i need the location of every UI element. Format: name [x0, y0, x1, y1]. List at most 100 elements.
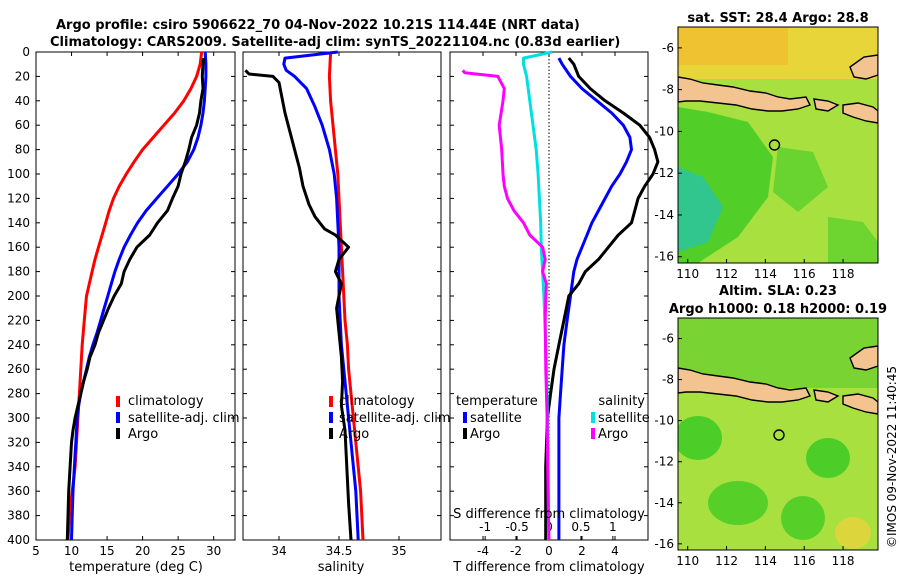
- legend-title-salinity: salinity: [598, 394, 645, 409]
- depth-tick-label: 140: [7, 216, 30, 230]
- s-diff-tick-label: -0.5: [505, 520, 528, 534]
- sst-warmest-patch: [678, 27, 788, 65]
- salinity-axes-box: [242, 51, 442, 541]
- ssh-lon-ticks: 110 112 114 116 118: [676, 546, 855, 568]
- ssh-map-title1: Altim. SLA: 0.23: [719, 284, 837, 299]
- x-tick-label: 15: [99, 544, 114, 558]
- x-tick-label: 30: [206, 544, 221, 558]
- depth-tick-label: 20: [15, 69, 30, 83]
- lon-tick-label: 110: [676, 554, 699, 568]
- lon-tick-label: 118: [832, 554, 855, 568]
- lat-tick-label: -6: [662, 332, 674, 346]
- lat-tick-label: -14: [654, 208, 674, 222]
- lon-tick-label: 116: [793, 267, 816, 281]
- bali-island: [813, 98, 840, 112]
- salinity-xlabel: salinity: [318, 560, 365, 575]
- depth-tick-label: 400: [7, 533, 30, 547]
- salinity-legend: climatology satellite-adj. clim Argo: [329, 394, 451, 442]
- series-line-satellite-adj-clim: [70, 51, 208, 541]
- lat-tick-label: -12: [654, 455, 674, 469]
- lat-tick-label: -6: [662, 41, 674, 55]
- sst-map-title: sat. SST: 28.4 Argo: 28.8: [687, 11, 868, 26]
- x-tick-label: 35: [391, 544, 406, 558]
- x-tick-label: 34: [271, 544, 286, 558]
- x-tick-label: 0: [545, 544, 553, 558]
- x-tick-label: 25: [171, 544, 186, 558]
- temperature-lines: [65, 51, 208, 541]
- depth-tick-label: 220: [7, 313, 30, 327]
- depth-tick-label: 380: [7, 509, 30, 523]
- salinity-ticks: 34 34.5 35: [243, 51, 441, 558]
- depth-tick-label: 120: [7, 191, 30, 205]
- lon-tick-label: 114: [754, 554, 777, 568]
- x-tick-label: 34.5: [326, 544, 353, 558]
- legend-label-s-argo: Argo: [598, 427, 628, 442]
- argo-position-marker: [773, 429, 785, 441]
- ssh-green-eddy-1: [678, 416, 722, 460]
- depth-tick-label: 260: [7, 362, 30, 376]
- lat-tick-label: -10: [654, 414, 674, 428]
- depth-tick-label: 0: [22, 45, 30, 59]
- x-tick-label: 10: [64, 544, 79, 558]
- depth-tick-label: 360: [7, 484, 30, 498]
- difference-ticks: -4 -2 0 2 4-1 -0.5 0 0.5 1: [450, 51, 648, 558]
- depth-tick-label: 160: [7, 240, 30, 254]
- sst-lon-ticks: 110 112 114 116 118: [676, 259, 855, 281]
- legend-label-argo: Argo: [339, 427, 369, 442]
- ssh-map-frame: [677, 317, 879, 551]
- lat-tick-label: -14: [654, 496, 674, 510]
- argo-position-marker: [768, 139, 781, 151]
- legend-swatch-t-satellite: [463, 412, 467, 423]
- depth-tick-label: 40: [15, 94, 30, 108]
- legend-swatch-argo: [116, 428, 120, 439]
- legend-label-satellite: satellite-adj. clim: [339, 411, 451, 426]
- series-line-argo: [65, 57, 206, 541]
- legend-swatch-satellite: [329, 412, 333, 423]
- temperature-legend: climatology satellite-adj. clim Argo: [116, 394, 240, 442]
- series-line-argo: [244, 69, 353, 541]
- lat-tick-label: -10: [654, 124, 674, 138]
- series-line-satellite-adj-clim: [282, 50, 360, 541]
- legend-label-t-satellite: satellite: [470, 411, 522, 426]
- lat-tick-label: -12: [654, 166, 674, 180]
- x-tick-label: -4: [477, 544, 489, 558]
- lat-tick-label: -16: [654, 250, 674, 264]
- legend-swatch-argo: [329, 428, 333, 439]
- sst-lat-ticks: -6 -8 -10 -12 -14 -16: [654, 41, 682, 264]
- ssh-lat-ticks: -6 -8 -10 -12 -14 -16: [654, 332, 682, 551]
- depth-tick-label: 240: [7, 338, 30, 352]
- s-diff-tick-label: 0.5: [571, 520, 590, 534]
- depth-tick-label: 200: [7, 289, 30, 303]
- x-tick-label: 5: [32, 544, 40, 558]
- lon-tick-label: 114: [754, 267, 777, 281]
- series-line-climatology: [327, 51, 365, 541]
- north-islands: [849, 345, 878, 371]
- legend-label-climatology: climatology: [128, 394, 204, 409]
- depth-tick-label: 180: [7, 265, 30, 279]
- depth-tick-label: 80: [15, 143, 30, 157]
- x-tick-label: 20: [135, 544, 150, 558]
- figure-title-line1: Argo profile: csiro 5906622_70 04-Nov-20…: [56, 18, 580, 33]
- salinity-lines: [244, 50, 365, 541]
- depth-tick-label: 60: [15, 118, 30, 132]
- x-tick-label: -2: [510, 544, 522, 558]
- s-diff-tick-label: 1: [609, 520, 617, 534]
- legend-swatch-climatology: [116, 396, 120, 407]
- lombok-sumbawa-islands: [842, 393, 878, 415]
- ssh-green-eddy-4: [781, 496, 825, 540]
- sst-map: sat. SST: 28.4 Argo: 28.8 -6-8-10-12-14-…: [654, 11, 879, 281]
- lon-tick-label: 112: [715, 554, 738, 568]
- s-diff-tick-label: -1: [479, 520, 491, 534]
- difference-lines: [461, 50, 660, 541]
- x-tick-label: 4: [611, 544, 619, 558]
- legend-label-t-argo: Argo: [470, 427, 500, 442]
- sst-green-patch: [773, 147, 828, 212]
- depth-tick-label: 100: [7, 167, 30, 181]
- salinity-panel: 34 34.5 35 salinity climatology satellite-…: [242, 50, 451, 575]
- depth-tick-label: 300: [7, 411, 30, 425]
- salinity-diff-xlabel: S difference from climatology: [453, 507, 645, 522]
- legend-label-climatology: climatology: [339, 394, 415, 409]
- ssh-yellow-patch: [835, 517, 871, 549]
- lon-tick-label: 118: [832, 267, 855, 281]
